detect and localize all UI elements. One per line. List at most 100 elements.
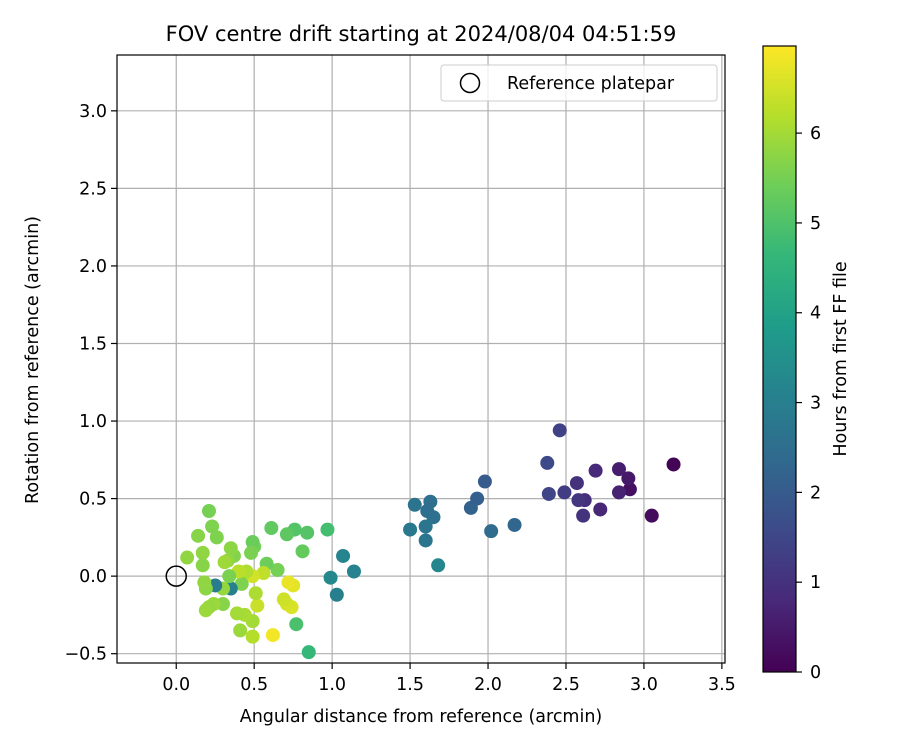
data-point <box>195 558 210 573</box>
colorbar-label: Hours from first FF file <box>831 261 851 456</box>
x-tick-label: 1.5 <box>396 675 424 695</box>
x-tick-label: 2.0 <box>474 675 502 695</box>
plot-background <box>117 55 725 663</box>
data-point <box>289 617 304 632</box>
x-tick-label: 1.0 <box>318 675 346 695</box>
data-point <box>223 541 238 556</box>
colorbar-ticks: 0 1 2 3 4 5 6 <box>796 124 821 683</box>
data-point <box>622 482 637 497</box>
data-point <box>463 500 478 515</box>
data-point <box>245 535 260 550</box>
data-point <box>329 587 344 602</box>
y-tick-label: −0.5 <box>65 645 108 665</box>
data-point <box>244 545 259 560</box>
data-point <box>245 629 260 644</box>
data-point <box>205 519 220 534</box>
data-point <box>180 550 195 565</box>
data-point <box>418 519 433 534</box>
data-point <box>611 485 626 500</box>
x-axis-label: Angular distance from reference (arcmin) <box>240 707 603 727</box>
data-point <box>336 548 351 563</box>
data-point <box>279 527 294 542</box>
colorbar-frame <box>762 45 797 673</box>
colorbar: 0 1 2 3 4 5 6 <box>762 45 821 683</box>
data-point <box>484 524 499 539</box>
data-point <box>191 528 206 543</box>
colorbar-tick-label: 1 <box>810 573 821 593</box>
colorbar-tick-label: 0 <box>810 663 821 683</box>
x-tick-label: 3.5 <box>708 675 736 695</box>
x-gridlines <box>175 55 723 663</box>
y-axis-label: Rotation from reference (arcmin) <box>23 216 43 504</box>
data-point <box>195 545 210 560</box>
data-point <box>270 562 285 577</box>
data-point <box>217 555 232 570</box>
data-point <box>300 525 315 540</box>
data-point <box>644 508 659 523</box>
data-point <box>507 517 522 532</box>
data-point <box>201 504 216 518</box>
data-point <box>323 570 338 585</box>
y-tick-label: 3.0 <box>79 102 107 122</box>
colorbar-tick-label: 3 <box>810 394 821 414</box>
y-tick-label: 2.5 <box>79 179 107 199</box>
x-axis-ticks: 0.0 0.5 1.0 1.5 2.0 2.5 3.0 3.5 <box>162 663 736 695</box>
colorbar-gradient <box>763 46 796 672</box>
data-point <box>477 474 492 489</box>
data-point <box>264 521 279 536</box>
data-point <box>611 462 626 477</box>
plot-frame <box>116 54 726 664</box>
data-point <box>557 485 572 500</box>
data-point <box>541 486 556 501</box>
data-point <box>666 457 681 472</box>
data-point <box>198 603 213 618</box>
reference-point-circle <box>165 565 187 587</box>
data-point <box>593 502 608 517</box>
data-point <box>248 586 263 601</box>
data-point <box>569 476 584 491</box>
data-point <box>571 493 586 508</box>
data-point <box>621 471 636 486</box>
data-point <box>576 508 591 523</box>
data-point <box>420 504 435 518</box>
data-point <box>256 566 271 581</box>
y-tick-label: 1.5 <box>79 334 107 354</box>
data-point <box>230 606 245 621</box>
data-point <box>540 455 555 470</box>
colorbar-tick-label: 2 <box>810 483 821 503</box>
data-point <box>320 522 335 537</box>
legend-box <box>440 64 718 102</box>
legend-entry-label: Reference platepar <box>507 74 675 94</box>
data-point <box>234 576 249 591</box>
x-tick-label: 3.0 <box>630 675 658 695</box>
y-gridlines <box>117 110 725 655</box>
colorbar-tick-label: 4 <box>810 304 821 324</box>
colorbar-tick-label: 5 <box>810 214 821 234</box>
data-point <box>403 522 418 537</box>
data-points <box>180 423 681 660</box>
y-tick-label: 0.5 <box>79 490 107 510</box>
data-point <box>418 533 433 548</box>
data-point <box>233 623 248 638</box>
x-tick-label: 2.5 <box>552 675 580 695</box>
data-point <box>276 592 291 607</box>
data-point <box>301 645 316 660</box>
data-point <box>295 544 310 559</box>
x-tick-label: 0.5 <box>240 675 268 695</box>
data-point <box>265 628 280 643</box>
y-tick-label: 0.0 <box>79 567 107 587</box>
data-point <box>407 497 422 512</box>
chart-title: FOV centre drift starting at 2024/08/04 … <box>166 22 677 46</box>
reference-marker <box>165 565 187 587</box>
data-point <box>552 423 567 438</box>
data-point <box>431 558 446 573</box>
data-point <box>281 575 296 590</box>
data-point <box>250 598 265 613</box>
data-point <box>346 564 361 579</box>
data-point <box>222 569 237 584</box>
y-tick-label: 1.0 <box>79 412 107 432</box>
plot-area: 0.0 0.5 1.0 1.5 2.0 2.5 3.0 3.5 −0.5 0.0 0.5 1.0 1.… <box>65 54 736 695</box>
y-axis-ticks: −0.5 0.0 0.5 1.0 1.5 2.0 2.5 3.0 <box>65 102 117 665</box>
x-tick-label: 0.0 <box>162 675 190 695</box>
